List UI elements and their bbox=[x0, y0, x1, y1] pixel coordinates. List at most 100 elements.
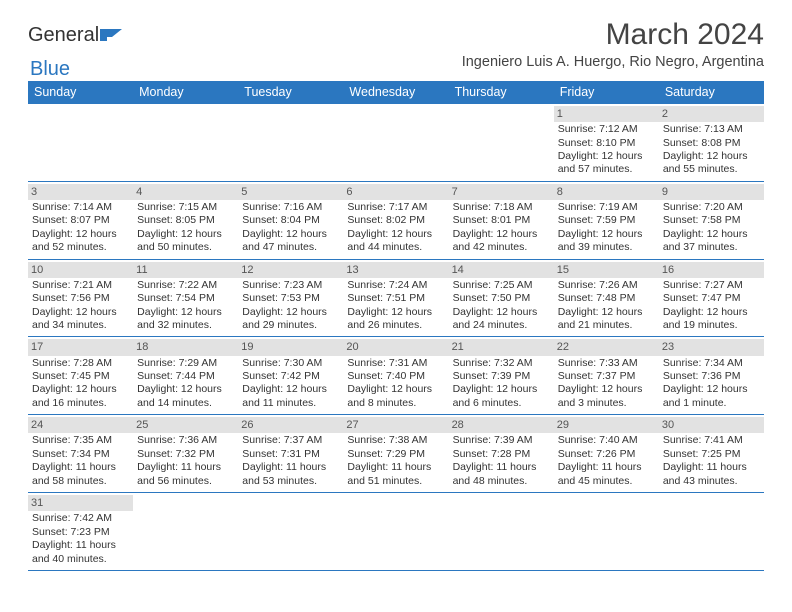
day-info: Sunrise: 7:38 AMSunset: 7:29 PMDaylight:… bbox=[347, 434, 444, 488]
calendar-cell: 16Sunrise: 7:27 AMSunset: 7:47 PMDayligh… bbox=[659, 259, 764, 337]
day-number: 14 bbox=[449, 262, 554, 278]
weekday-header: Wednesday bbox=[343, 81, 448, 104]
day-info: Sunrise: 7:30 AMSunset: 7:42 PMDaylight:… bbox=[242, 357, 339, 411]
day-info: Sunrise: 7:22 AMSunset: 7:54 PMDaylight:… bbox=[137, 279, 234, 333]
calendar-cell: 26Sunrise: 7:37 AMSunset: 7:31 PMDayligh… bbox=[238, 415, 343, 493]
calendar-cell: 4Sunrise: 7:15 AMSunset: 8:05 PMDaylight… bbox=[133, 181, 238, 259]
day-info: Sunrise: 7:26 AMSunset: 7:48 PMDaylight:… bbox=[558, 279, 655, 333]
weekday-header: Thursday bbox=[449, 81, 554, 104]
calendar-cell: 11Sunrise: 7:22 AMSunset: 7:54 PMDayligh… bbox=[133, 259, 238, 337]
location: Ingeniero Luis A. Huergo, Rio Negro, Arg… bbox=[462, 54, 764, 70]
day-info: Sunrise: 7:17 AMSunset: 8:02 PMDaylight:… bbox=[347, 201, 444, 255]
calendar-cell: 10Sunrise: 7:21 AMSunset: 7:56 PMDayligh… bbox=[28, 259, 133, 337]
calendar-cell: 9Sunrise: 7:20 AMSunset: 7:58 PMDaylight… bbox=[659, 181, 764, 259]
day-number: 8 bbox=[554, 184, 659, 200]
day-number: 10 bbox=[28, 262, 133, 278]
calendar-cell: 6Sunrise: 7:17 AMSunset: 8:02 PMDaylight… bbox=[343, 181, 448, 259]
day-info: Sunrise: 7:34 AMSunset: 7:36 PMDaylight:… bbox=[663, 357, 760, 411]
calendar-cell: 2Sunrise: 7:13 AMSunset: 8:08 PMDaylight… bbox=[659, 104, 764, 182]
calendar-row: 31Sunrise: 7:42 AMSunset: 7:23 PMDayligh… bbox=[28, 493, 764, 571]
calendar-cell bbox=[554, 493, 659, 571]
calendar-cell bbox=[133, 493, 238, 571]
day-info: Sunrise: 7:24 AMSunset: 7:51 PMDaylight:… bbox=[347, 279, 444, 333]
day-number: 1 bbox=[554, 106, 659, 122]
calendar-cell bbox=[28, 104, 133, 182]
day-number: 18 bbox=[133, 339, 238, 355]
calendar-table: Sunday Monday Tuesday Wednesday Thursday… bbox=[28, 81, 764, 571]
day-number: 17 bbox=[28, 339, 133, 355]
logo-text-1: General bbox=[28, 24, 99, 47]
calendar-cell: 7Sunrise: 7:18 AMSunset: 8:01 PMDaylight… bbox=[449, 181, 554, 259]
calendar-cell bbox=[133, 104, 238, 182]
day-number: 3 bbox=[28, 184, 133, 200]
weekday-header: Monday bbox=[133, 81, 238, 104]
day-number: 6 bbox=[343, 184, 448, 200]
calendar-cell bbox=[238, 493, 343, 571]
day-info: Sunrise: 7:41 AMSunset: 7:25 PMDaylight:… bbox=[663, 434, 760, 488]
day-number: 12 bbox=[238, 262, 343, 278]
month-title: March 2024 bbox=[462, 18, 764, 52]
calendar-cell: 3Sunrise: 7:14 AMSunset: 8:07 PMDaylight… bbox=[28, 181, 133, 259]
day-info: Sunrise: 7:14 AMSunset: 8:07 PMDaylight:… bbox=[32, 201, 129, 255]
day-number: 9 bbox=[659, 184, 764, 200]
weekday-header-row: Sunday Monday Tuesday Wednesday Thursday… bbox=[28, 81, 764, 104]
calendar-cell: 29Sunrise: 7:40 AMSunset: 7:26 PMDayligh… bbox=[554, 415, 659, 493]
day-info: Sunrise: 7:33 AMSunset: 7:37 PMDaylight:… bbox=[558, 357, 655, 411]
day-number: 31 bbox=[28, 495, 133, 511]
calendar-cell: 8Sunrise: 7:19 AMSunset: 7:59 PMDaylight… bbox=[554, 181, 659, 259]
calendar-cell: 5Sunrise: 7:16 AMSunset: 8:04 PMDaylight… bbox=[238, 181, 343, 259]
calendar-cell: 15Sunrise: 7:26 AMSunset: 7:48 PMDayligh… bbox=[554, 259, 659, 337]
day-info: Sunrise: 7:40 AMSunset: 7:26 PMDaylight:… bbox=[558, 434, 655, 488]
day-info: Sunrise: 7:32 AMSunset: 7:39 PMDaylight:… bbox=[453, 357, 550, 411]
day-number: 21 bbox=[449, 339, 554, 355]
calendar-cell: 13Sunrise: 7:24 AMSunset: 7:51 PMDayligh… bbox=[343, 259, 448, 337]
logo-text-2: Blue bbox=[30, 58, 70, 80]
calendar-cell: 18Sunrise: 7:29 AMSunset: 7:44 PMDayligh… bbox=[133, 337, 238, 415]
day-number: 16 bbox=[659, 262, 764, 278]
calendar-cell bbox=[449, 104, 554, 182]
calendar-cell: 1Sunrise: 7:12 AMSunset: 8:10 PMDaylight… bbox=[554, 104, 659, 182]
day-number: 2 bbox=[659, 106, 764, 122]
calendar-cell bbox=[238, 104, 343, 182]
weekday-header: Saturday bbox=[659, 81, 764, 104]
weekday-header: Tuesday bbox=[238, 81, 343, 104]
day-number: 24 bbox=[28, 417, 133, 433]
day-info: Sunrise: 7:12 AMSunset: 8:10 PMDaylight:… bbox=[558, 123, 655, 177]
day-number: 13 bbox=[343, 262, 448, 278]
day-number: 4 bbox=[133, 184, 238, 200]
day-info: Sunrise: 7:25 AMSunset: 7:50 PMDaylight:… bbox=[453, 279, 550, 333]
calendar-cell: 12Sunrise: 7:23 AMSunset: 7:53 PMDayligh… bbox=[238, 259, 343, 337]
calendar-cell: 25Sunrise: 7:36 AMSunset: 7:32 PMDayligh… bbox=[133, 415, 238, 493]
calendar-cell: 23 Sunrise: 7:34 AMSunset: 7:36 PMDayligh… bbox=[659, 337, 764, 415]
day-info: Sunrise: 7:13 AMSunset: 8:08 PMDaylight:… bbox=[663, 123, 760, 177]
calendar-cell: 22Sunrise: 7:33 AMSunset: 7:37 PMDayligh… bbox=[554, 337, 659, 415]
day-number: 25 bbox=[133, 417, 238, 433]
day-info: Sunrise: 7:28 AMSunset: 7:45 PMDaylight:… bbox=[32, 357, 129, 411]
day-info: Sunrise: 7:15 AMSunset: 8:05 PMDaylight:… bbox=[137, 201, 234, 255]
calendar-row: 1Sunrise: 7:12 AMSunset: 8:10 PMDaylight… bbox=[28, 104, 764, 182]
day-info: Sunrise: 7:27 AMSunset: 7:47 PMDaylight:… bbox=[663, 279, 760, 333]
day-info: Sunrise: 7:20 AMSunset: 7:58 PMDaylight:… bbox=[663, 201, 760, 255]
weekday-header: Sunday bbox=[28, 81, 133, 104]
calendar-cell: 27Sunrise: 7:38 AMSunset: 7:29 PMDayligh… bbox=[343, 415, 448, 493]
calendar-row: 24Sunrise: 7:35 AMSunset: 7:34 PMDayligh… bbox=[28, 415, 764, 493]
weekday-header: Friday bbox=[554, 81, 659, 104]
day-number: 23 bbox=[659, 339, 764, 355]
calendar-cell bbox=[659, 493, 764, 571]
calendar-cell bbox=[343, 104, 448, 182]
day-number: 28 bbox=[449, 417, 554, 433]
day-info: Sunrise: 7:35 AMSunset: 7:34 PMDaylight:… bbox=[32, 434, 129, 488]
day-info: Sunrise: 7:36 AMSunset: 7:32 PMDaylight:… bbox=[137, 434, 234, 488]
day-number: 29 bbox=[554, 417, 659, 433]
calendar-cell: 19Sunrise: 7:30 AMSunset: 7:42 PMDayligh… bbox=[238, 337, 343, 415]
calendar-cell: 17 Sunrise: 7:28 AMSunset: 7:45 PMDayligh… bbox=[28, 337, 133, 415]
day-info: Sunrise: 7:18 AMSunset: 8:01 PMDaylight:… bbox=[453, 201, 550, 255]
day-info: Sunrise: 7:42 AMSunset: 7:23 PMDaylight:… bbox=[32, 512, 129, 566]
calendar-cell: 30Sunrise: 7:41 AMSunset: 7:25 PMDayligh… bbox=[659, 415, 764, 493]
day-info: Sunrise: 7:16 AMSunset: 8:04 PMDaylight:… bbox=[242, 201, 339, 255]
day-number: 20 bbox=[343, 339, 448, 355]
day-number: 30 bbox=[659, 417, 764, 433]
logo-flag-icon bbox=[100, 27, 122, 41]
calendar-row: 3Sunrise: 7:14 AMSunset: 8:07 PMDaylight… bbox=[28, 181, 764, 259]
calendar-row: 17 Sunrise: 7:28 AMSunset: 7:45 PMDayligh… bbox=[28, 337, 764, 415]
